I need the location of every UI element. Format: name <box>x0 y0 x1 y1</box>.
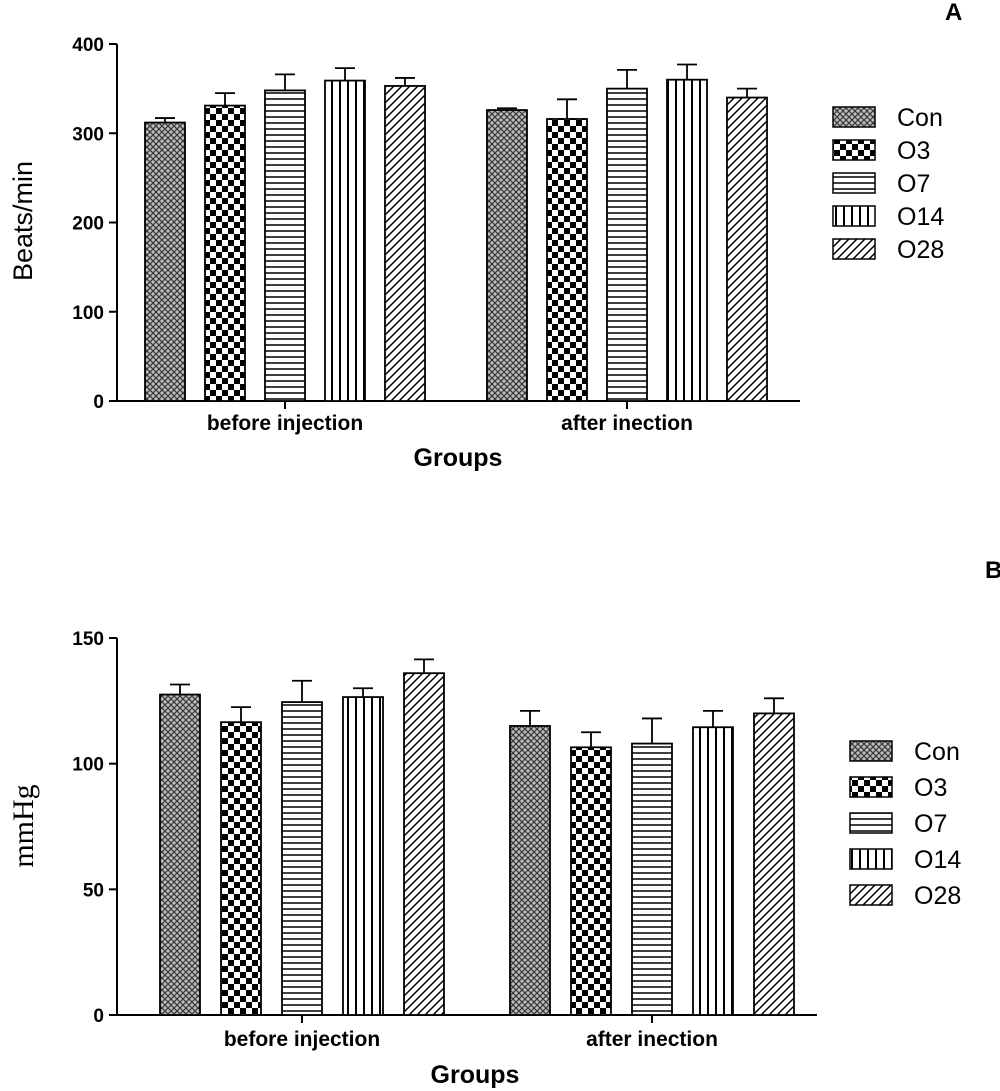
legend-label: O28 <box>897 236 944 264</box>
bar-o14-1 <box>342 696 384 1016</box>
y-tick-label: 150 <box>72 629 104 650</box>
bar-o7-1 <box>281 701 323 1016</box>
bar-o3-1 <box>220 721 262 1016</box>
x-category-label: before injection <box>207 412 363 435</box>
bar-con-2 <box>509 725 551 1016</box>
y-axis-title-b: mmHg <box>7 784 40 867</box>
legend-a: Con O3 O7 O14 O28 <box>832 104 944 264</box>
y-axis-title-a: Beats/min <box>8 161 38 281</box>
bar-o3-1 <box>204 104 246 402</box>
x-category-label: after inection <box>586 1028 718 1051</box>
legend-label: O3 <box>897 137 930 165</box>
y-tick-label: 100 <box>72 755 104 776</box>
panel-label-b: B <box>985 557 1000 584</box>
y-tick-label: 100 <box>72 303 104 324</box>
legend-swatch <box>832 139 876 161</box>
y-tick-label: 50 <box>83 880 104 901</box>
y-tick-label: 0 <box>93 1006 104 1027</box>
bar-o7-2 <box>606 87 648 402</box>
chart-panel-b: B mmHg Groups 0 50 100 150 before injection a… <box>7 557 1000 1089</box>
bar-con-2 <box>486 109 528 402</box>
legend-label: O3 <box>914 774 947 802</box>
y-tick-label: 0 <box>93 392 104 413</box>
x-category-label: before injection <box>224 1028 380 1051</box>
legend-label: Con <box>897 104 943 132</box>
panel-label-a: A <box>945 0 962 26</box>
bar-con-1 <box>144 121 186 402</box>
legend-swatch <box>849 884 893 906</box>
bar-o14-2 <box>666 78 708 402</box>
legend-label: O14 <box>897 203 944 231</box>
bar-o7-1 <box>264 89 306 402</box>
legend-swatch <box>849 812 893 834</box>
legend-swatch <box>832 172 876 194</box>
legend-swatch <box>832 238 876 260</box>
bar-con-1 <box>159 693 201 1016</box>
y-tick-label: 400 <box>72 35 104 56</box>
x-axis-title-b: Groups <box>431 1061 520 1089</box>
bars-b <box>159 658 795 1016</box>
legend-swatch <box>832 205 876 227</box>
bar-o7-2 <box>631 742 673 1016</box>
bar-o14-2 <box>692 726 734 1016</box>
legend-swatch <box>832 106 876 128</box>
bars-a <box>144 63 768 402</box>
chart-panel-a: A Beats/min Groups 0 100 200 300 400 before i… <box>8 0 962 472</box>
y-tick-label: 200 <box>72 214 104 235</box>
legend-label: O7 <box>897 170 930 198</box>
axes-a: 0 100 200 300 400 before injection after inect… <box>72 35 800 435</box>
bar-o3-2 <box>570 746 612 1016</box>
legend-label: Con <box>914 738 960 766</box>
bar-o28-2 <box>726 96 768 402</box>
bar-o14-1 <box>324 79 366 402</box>
legend-label: O14 <box>914 846 961 874</box>
legend-label: O7 <box>914 810 947 838</box>
bar-o3-2 <box>546 118 588 402</box>
legend-label: O28 <box>914 882 961 910</box>
y-tick-label: 300 <box>72 124 104 145</box>
bar-o28-1 <box>384 85 426 402</box>
x-category-label: after inection <box>561 412 693 435</box>
bar-o28-1 <box>403 672 445 1016</box>
legend-swatch <box>849 776 893 798</box>
legend-swatch <box>849 740 893 762</box>
legend-swatch <box>849 848 893 870</box>
bar-o28-2 <box>753 712 795 1016</box>
legend-b: Con O3 O7 O14 O28 <box>849 738 961 910</box>
x-axis-title-a: Groups <box>414 444 503 472</box>
